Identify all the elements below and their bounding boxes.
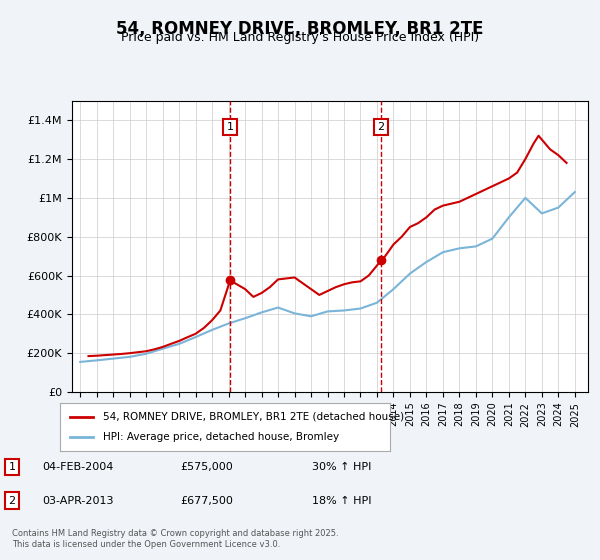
Text: Price paid vs. HM Land Registry's House Price Index (HPI): Price paid vs. HM Land Registry's House …: [121, 31, 479, 44]
Text: 1: 1: [8, 462, 16, 472]
Text: 30% ↑ HPI: 30% ↑ HPI: [312, 462, 371, 472]
Text: 54, ROMNEY DRIVE, BROMLEY, BR1 2TE (detached house): 54, ROMNEY DRIVE, BROMLEY, BR1 2TE (deta…: [103, 412, 404, 422]
Text: 18% ↑ HPI: 18% ↑ HPI: [312, 496, 371, 506]
Text: £677,500: £677,500: [180, 496, 233, 506]
Text: HPI: Average price, detached house, Bromley: HPI: Average price, detached house, Brom…: [103, 432, 339, 442]
Text: Contains HM Land Registry data © Crown copyright and database right 2025.
This d: Contains HM Land Registry data © Crown c…: [12, 529, 338, 549]
Text: 03-APR-2013: 03-APR-2013: [42, 496, 113, 506]
Text: 2: 2: [377, 122, 385, 132]
Text: 54, ROMNEY DRIVE, BROMLEY, BR1 2TE: 54, ROMNEY DRIVE, BROMLEY, BR1 2TE: [116, 20, 484, 38]
Text: £575,000: £575,000: [180, 462, 233, 472]
Text: 1: 1: [227, 122, 233, 132]
Text: 04-FEB-2004: 04-FEB-2004: [42, 462, 113, 472]
Text: 2: 2: [8, 496, 16, 506]
